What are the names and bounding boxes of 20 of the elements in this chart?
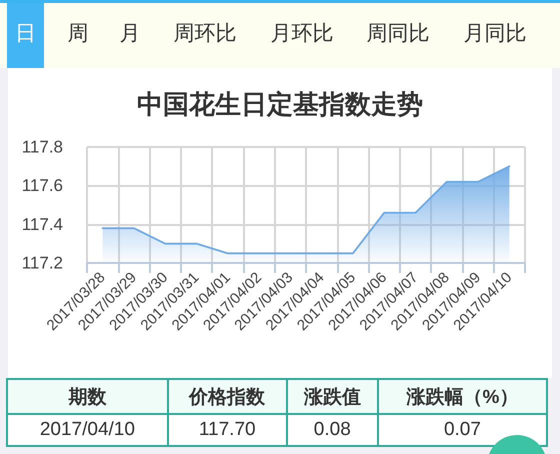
text: 0.08 <box>314 419 351 440</box>
category-label: 周环比 <box>172 21 238 47</box>
category-label: 周 <box>66 21 90 47</box>
category-label: 价格指数 <box>168 379 287 414</box>
category-label: 期数 <box>7 379 168 414</box>
category-label: 涨跌幅（%） <box>378 379 547 414</box>
y-tick-label: 117.6 <box>22 176 63 196</box>
category-label: 涨跌值 <box>286 379 378 414</box>
chart-title: 中国花生日定基指数走势 <box>137 89 423 119</box>
text: 2017/04/10 <box>40 419 135 440</box>
category-label: 日 <box>7 3 44 68</box>
category-label: 月同比 <box>462 21 528 47</box>
category-label: 月 <box>118 21 142 47</box>
y-tick-label: 117.2 <box>22 254 63 272</box>
category-label: 月环比 <box>270 21 334 47</box>
text: 117.70 <box>198 419 256 440</box>
y-tick-label: 117.8 <box>22 138 63 156</box>
y-tick-label: 117.4 <box>22 214 63 234</box>
category-label: 周同比 <box>366 21 430 47</box>
text: 0.07 <box>444 419 481 440</box>
